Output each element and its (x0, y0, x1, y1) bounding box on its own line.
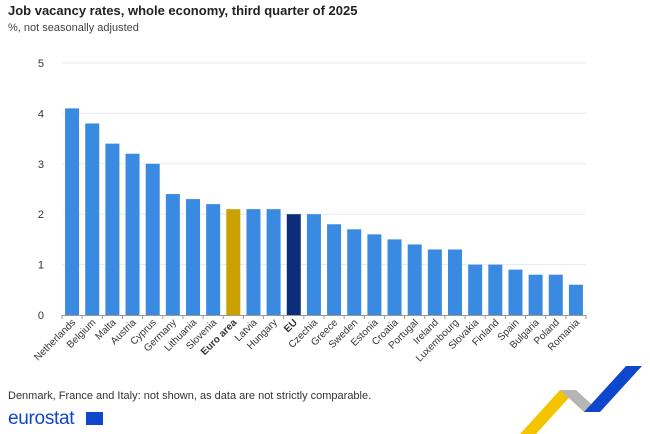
chart-subtitle: %, not seasonally adjusted (8, 22, 139, 34)
bar-slovakia (468, 264, 483, 315)
bar-latvia (246, 209, 261, 315)
y-tick-label: 3 (38, 159, 44, 171)
bar-greece (327, 224, 342, 315)
bar-chart: 012345NetherlandsBelgiumMaltaAustriaCypr… (32, 58, 587, 364)
bar-czechia (306, 214, 321, 315)
bar-slovenia (206, 204, 221, 315)
bar-bulgaria (528, 274, 543, 315)
bar-eu (286, 214, 301, 315)
bar-portugal (407, 244, 422, 315)
bar-romania (568, 284, 583, 315)
bar-austria (125, 153, 140, 315)
bar-cyprus (145, 163, 160, 315)
bar-germany (165, 194, 180, 315)
bar-croatia (387, 239, 402, 315)
bar-poland (548, 274, 563, 315)
bar-lithuania (186, 199, 200, 315)
y-tick-label: 4 (38, 108, 44, 120)
bar-estonia (367, 234, 382, 315)
bar-hungary (266, 209, 281, 315)
bar-ireland (427, 249, 442, 315)
bar-malta (105, 143, 120, 315)
bar-netherlands (65, 108, 80, 315)
bar-belgium (85, 123, 100, 315)
bar-sweden (347, 229, 362, 315)
y-tick-label: 0 (38, 310, 44, 322)
bar-finland (488, 264, 503, 315)
eurostat-logo: eurostat (8, 408, 75, 429)
chart-title: Job vacancy rates, whole economy, third … (8, 3, 358, 18)
y-tick-label: 2 (38, 209, 44, 221)
y-tick-label: 5 (38, 58, 44, 70)
eu-flag-icon (86, 412, 103, 425)
bar-spain (508, 269, 523, 315)
footnote: Denmark, France and Italy: not shown, as… (8, 390, 372, 402)
bar-euro-area (226, 209, 241, 315)
bar-luxembourg (448, 249, 462, 315)
decorative-ribbon-icon (520, 366, 642, 434)
y-tick-label: 1 (38, 260, 44, 272)
